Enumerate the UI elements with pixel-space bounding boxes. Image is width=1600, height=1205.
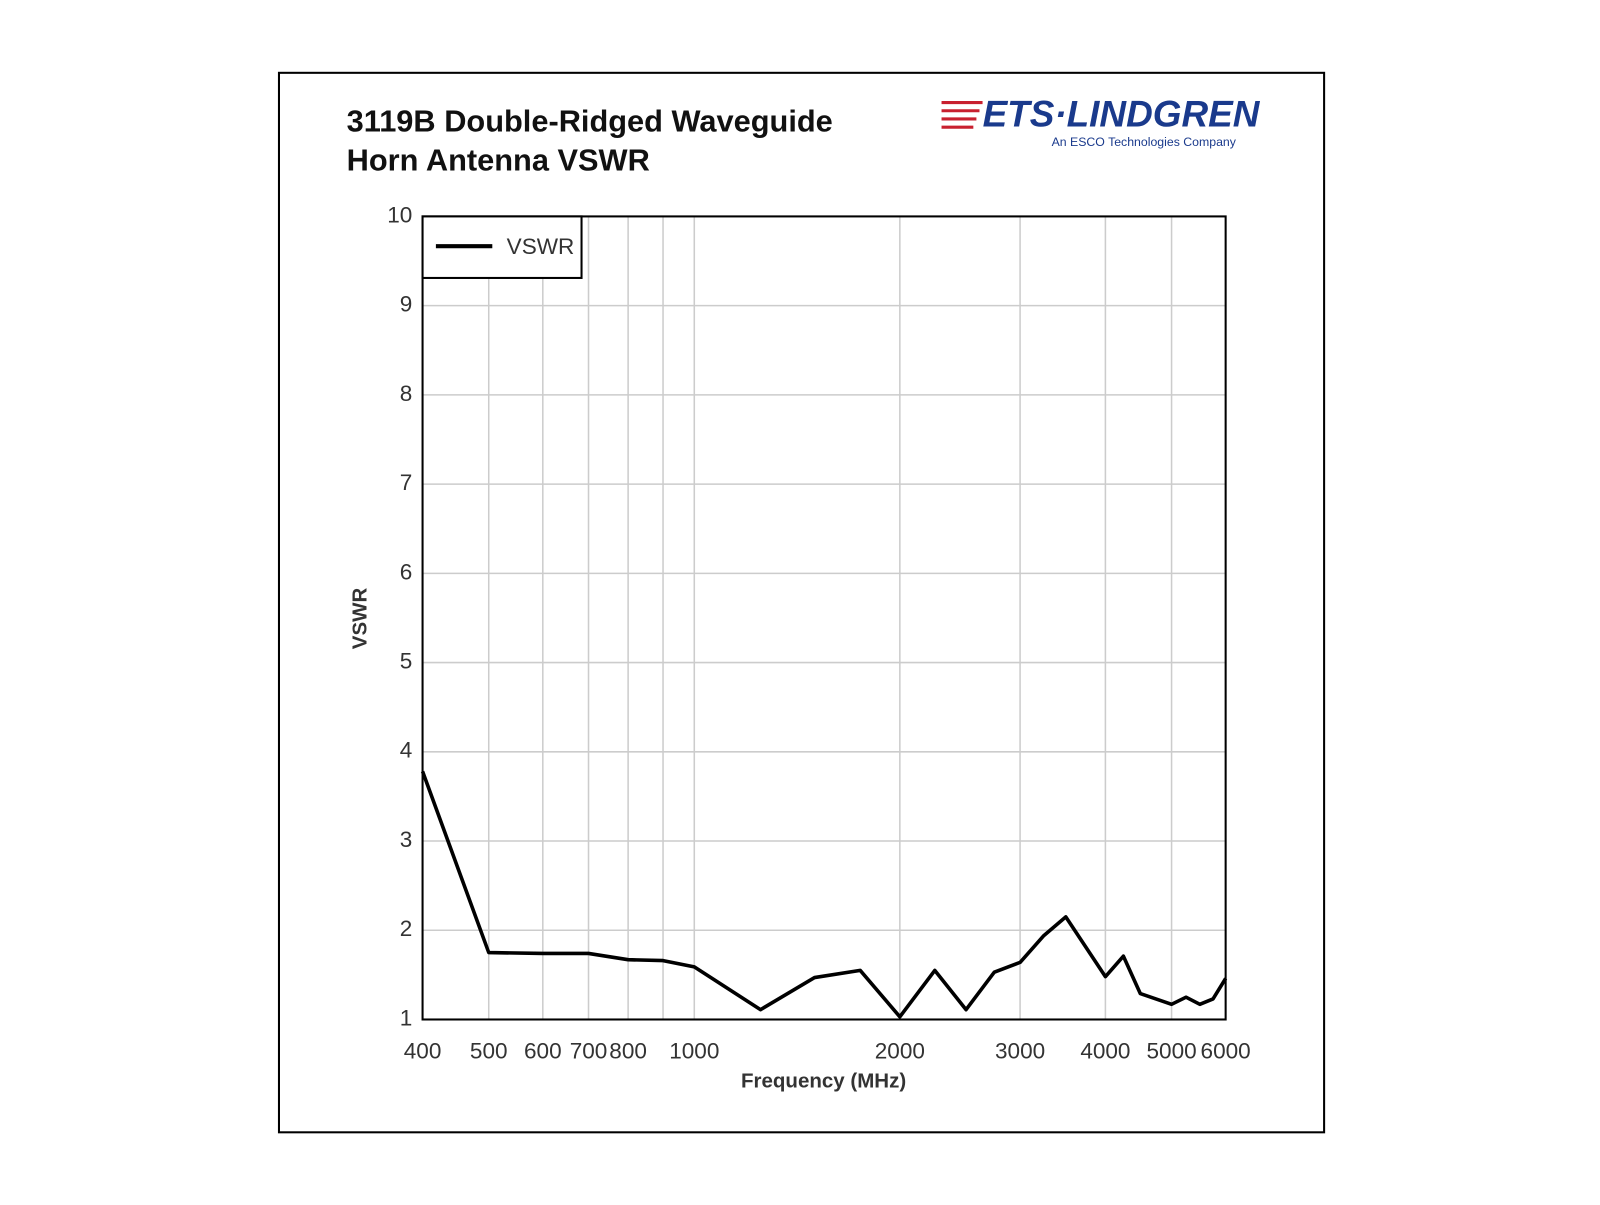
x-tick-label: 2000: [875, 1038, 925, 1063]
logo: ETS·LINDGREN An ESCO Technologies Compan…: [941, 94, 1261, 149]
x-tick-label: 400: [404, 1038, 442, 1063]
x-tick-label: 500: [470, 1038, 508, 1063]
y-tick-label: 9: [400, 292, 413, 317]
plot-area: [421, 215, 1227, 1021]
data-line: [420, 770, 1228, 1019]
y-tick-label: 5: [400, 649, 413, 674]
y-tick-label: 1: [400, 1005, 413, 1030]
chart-title: 3119B Double-Ridged Waveguide Horn Anten…: [346, 104, 833, 178]
x-tick-label: 600: [524, 1038, 562, 1063]
x-tick-label: 3000: [995, 1038, 1045, 1063]
logo-tagline: An ESCO Technologies Company: [1052, 135, 1237, 149]
y-tick-label: 7: [400, 470, 413, 495]
y-tick-label: 6: [400, 559, 413, 584]
x-tick-label: 6000: [1201, 1038, 1251, 1063]
y-axis-label: VSWR: [348, 588, 371, 650]
x-tick-label: 800: [609, 1038, 647, 1063]
logo-name: ETS·LINDGREN: [983, 94, 1261, 135]
y-tick-label: 10: [387, 202, 412, 227]
legend-box: [421, 215, 583, 279]
y-tick-label: 2: [400, 916, 413, 941]
y-tick-label: 4: [400, 738, 413, 763]
y-tick-label: 8: [400, 381, 413, 406]
x-tick-label: 5000: [1146, 1038, 1196, 1063]
x-tick-label: 1000: [669, 1038, 719, 1063]
title-box: 3119B Double-Ridged Waveguide Horn Anten…: [346, 104, 833, 178]
x-axis-label: Frequency (MHz): [741, 1069, 906, 1092]
logo-waves: [941, 101, 983, 129]
y-tick-label: 3: [400, 827, 413, 852]
x-tick-label: 700: [570, 1038, 608, 1063]
legend-label: VSWR: [507, 234, 575, 259]
x-tick-label: 4000: [1080, 1038, 1130, 1063]
